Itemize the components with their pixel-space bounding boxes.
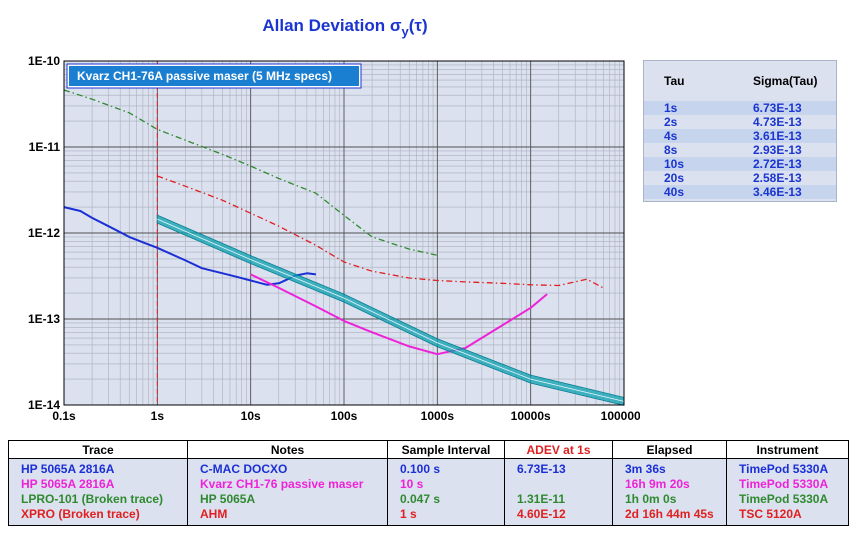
trace-table-column-header: ADEV at 1s <box>504 440 613 459</box>
trace-table-body: HP 5065A 2816A C-MAC DOCXO 0.100 s 6.73E-13… <box>8 458 849 526</box>
trace-table-column-header: Notes <box>187 440 388 459</box>
tau-sigma-rows: 1s 6.73E-13 2s 4.73E-13 4s 3.61E-13 8s 2.93E-13… <box>644 101 836 199</box>
x-tick-label: 10s <box>241 409 261 423</box>
sigma-column-header: Sigma(Tau) <box>753 74 818 88</box>
tau-row: 10s 2.72E-13 <box>644 157 836 171</box>
chart-title-tail: (τ) <box>408 16 428 35</box>
trace-table-column-header: Trace <box>8 440 188 459</box>
trace-table-cell: HP 5065A 2816A <box>8 458 188 477</box>
y-tick-label: 1E-11 <box>29 140 61 154</box>
tau-value: 2s <box>664 115 678 129</box>
trace-table-header: Trace Notes Sample Interval ADEV at 1s Elaps… <box>8 440 849 459</box>
series-2-line <box>63 89 438 256</box>
trace-table-cell: 0.047 s <box>387 492 505 507</box>
y-tick-label: 1E-14 <box>28 398 60 412</box>
trace-table-cell: TimePod 5330A <box>726 492 849 507</box>
sigma-value: 2.58E-13 <box>753 171 802 185</box>
trace-table-row: LPRO-101 (Broken trace) HP 5065A 0.047 s 1.… <box>8 492 849 507</box>
trace-table-cell: 1h 0m 0s <box>612 492 727 507</box>
trace-table-row: HP 5065A 2816A C-MAC DOCXO 0.100 s 6.73E-13… <box>8 458 849 477</box>
trace-table-cell: 1 s <box>387 507 505 526</box>
tau-row: 4s 3.61E-13 <box>644 129 836 143</box>
tau-value: 10s <box>664 157 685 171</box>
sigma-value: 3.46E-13 <box>753 185 802 199</box>
tau-value: 4s <box>664 129 678 143</box>
adev-chart: 0.1s 1s 10s 100s 1000s 10000s 100000s 1E-10 1E-1… <box>28 54 640 423</box>
trace-table-cell: 4.60E-12 <box>504 507 613 526</box>
trace-table-column-header: Instrument <box>726 440 849 459</box>
x-tick-label: 0.1s <box>52 409 76 423</box>
tau-row: 20s 2.58E-13 <box>644 171 836 185</box>
plot-border <box>63 60 625 406</box>
x-tick-label: 1000s <box>421 409 455 423</box>
trace-table-cell: 10 s <box>387 477 505 492</box>
x-tick-label: 100s <box>331 409 358 423</box>
y-tick-label: 1E-10 <box>28 54 60 68</box>
series-4-line <box>157 218 625 402</box>
tau-value: 1s <box>664 101 678 115</box>
trace-table-cell: TimePod 5330A <box>726 477 849 492</box>
trace-table-column-header: Elapsed <box>612 440 727 459</box>
trace-table-column-header: Sample Interval <box>387 440 505 459</box>
tau-row: 40s 3.46E-13 <box>644 185 836 199</box>
tau-column-header: Tau <box>664 74 685 88</box>
y-tick-label: 1E-12 <box>28 226 60 240</box>
trace-table-cell: Kvarz CH1-76 passive maser <box>187 477 388 492</box>
y-tick-label: 1E-13 <box>28 312 60 326</box>
tau-row: 2s 4.73E-13 <box>644 115 836 129</box>
tau-row: 1s 6.73E-13 <box>644 101 836 115</box>
sigma-value: 2.93E-13 <box>753 143 802 157</box>
trace-table-cell: 6.73E-13 <box>504 458 613 477</box>
annotation-text: Kvarz CH1-76A passive maser (5 MHz specs… <box>77 69 332 83</box>
sigma-value: 4.73E-13 <box>753 115 802 129</box>
x-tick-label: 100000s <box>601 409 640 423</box>
annotation-box <box>69 66 359 86</box>
sigma-value: 6.73E-13 <box>753 101 802 115</box>
trace-table-cell: TimePod 5330A <box>726 458 849 477</box>
chart-title: Allan Deviation σy(τ) <box>0 16 690 39</box>
trace-table-cell: HP 5065A 2816A <box>8 477 188 492</box>
trace-table-cell: 0.100 s <box>387 458 505 477</box>
trace-table-cell: TSC 5120A <box>726 507 849 526</box>
sigma-value: 3.61E-13 <box>753 129 802 143</box>
trace-table-cell: 1.31E-11 <box>504 492 613 507</box>
sigma-value: 2.72E-13 <box>753 157 802 171</box>
trace-table-cell: 3m 36s <box>612 458 727 477</box>
trace-table-row: HP 5065A 2816A Kvarz CH1-76 passive maser… <box>8 477 849 492</box>
trace-table-cell: C-MAC DOCXO <box>187 458 388 477</box>
tau-value: 20s <box>664 171 685 185</box>
series-3-line <box>157 175 604 289</box>
chart-title-main: Allan Deviation σ <box>262 16 402 35</box>
trace-table-cell <box>504 477 613 492</box>
trace-table-row: XPRO (Broken trace) AHM 1 s 4.60E-12 2d 16h … <box>8 507 849 526</box>
tau-sigma-panel: Tau Sigma(Tau) 1s 6.73E-13 2s 4.73E-13 4s 3.6… <box>643 60 837 202</box>
tau-value: 8s <box>664 143 678 157</box>
tau-row: 8s 2.93E-13 <box>644 143 836 157</box>
tau-value: 40s <box>664 185 685 199</box>
trace-table-cell: 16h 9m 20s <box>612 477 727 492</box>
x-tick-label: 1s <box>151 409 165 423</box>
trace-table: Trace Notes Sample Interval ADEV at 1s Elaps… <box>8 440 849 526</box>
x-tick-label: 10000s <box>511 409 551 423</box>
trace-table-cell: 2d 16h 44m 45s <box>612 507 727 526</box>
trace-table-cell: LPRO-101 (Broken trace) <box>8 492 188 507</box>
trace-table-cell: AHM <box>187 507 388 526</box>
chart-title-subscript: y <box>401 24 409 39</box>
trace-table-cell: HP 5065A <box>187 492 388 507</box>
trace-table-cell: XPRO (Broken trace) <box>8 507 188 526</box>
series-1-line <box>250 273 548 356</box>
